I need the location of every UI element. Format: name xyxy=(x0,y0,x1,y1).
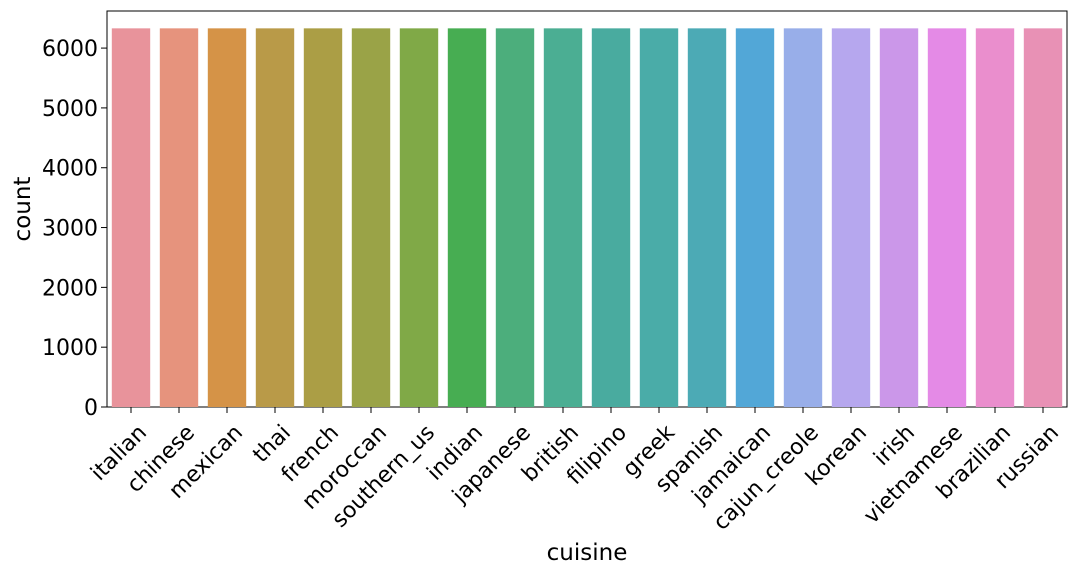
y-tick-label: 4000 xyxy=(42,157,98,182)
y-axis-title: count xyxy=(10,177,36,242)
bar-mexican xyxy=(207,28,247,407)
bar-vietnamese xyxy=(927,28,967,407)
bar-irish xyxy=(879,28,919,407)
x-axis-title: cuisine xyxy=(547,540,628,566)
bar-jamaican xyxy=(735,28,775,407)
bar-french xyxy=(303,28,343,407)
bar-southern_us xyxy=(399,28,439,407)
bar-brazilian xyxy=(975,28,1015,407)
bar-greek xyxy=(639,28,679,407)
bar-indian xyxy=(447,28,487,407)
bar-british xyxy=(543,28,583,407)
bar-italian xyxy=(111,28,151,407)
bar-thai xyxy=(255,28,295,407)
bar-japanese xyxy=(495,28,535,407)
y-tick-label: 6000 xyxy=(42,37,98,62)
bar-moroccan xyxy=(351,28,391,407)
y-tick-label: 5000 xyxy=(42,97,98,122)
bar-cajun_creole xyxy=(783,28,823,407)
y-axis: 0 1000 2000 3000 4000 5000 6000 xyxy=(42,37,107,421)
bars-group xyxy=(111,28,1063,407)
plot-frame xyxy=(106,10,1068,408)
bar-spanish xyxy=(687,28,727,407)
y-tick-label: 0 xyxy=(84,396,98,421)
bar-chinese xyxy=(159,28,199,407)
y-tick-label: 3000 xyxy=(42,217,98,242)
bar-russian xyxy=(1023,28,1063,407)
bar-filipino xyxy=(591,28,631,407)
y-tick-label: 1000 xyxy=(42,336,98,361)
bar-korean xyxy=(831,28,871,407)
y-tick-label: 2000 xyxy=(42,276,98,301)
